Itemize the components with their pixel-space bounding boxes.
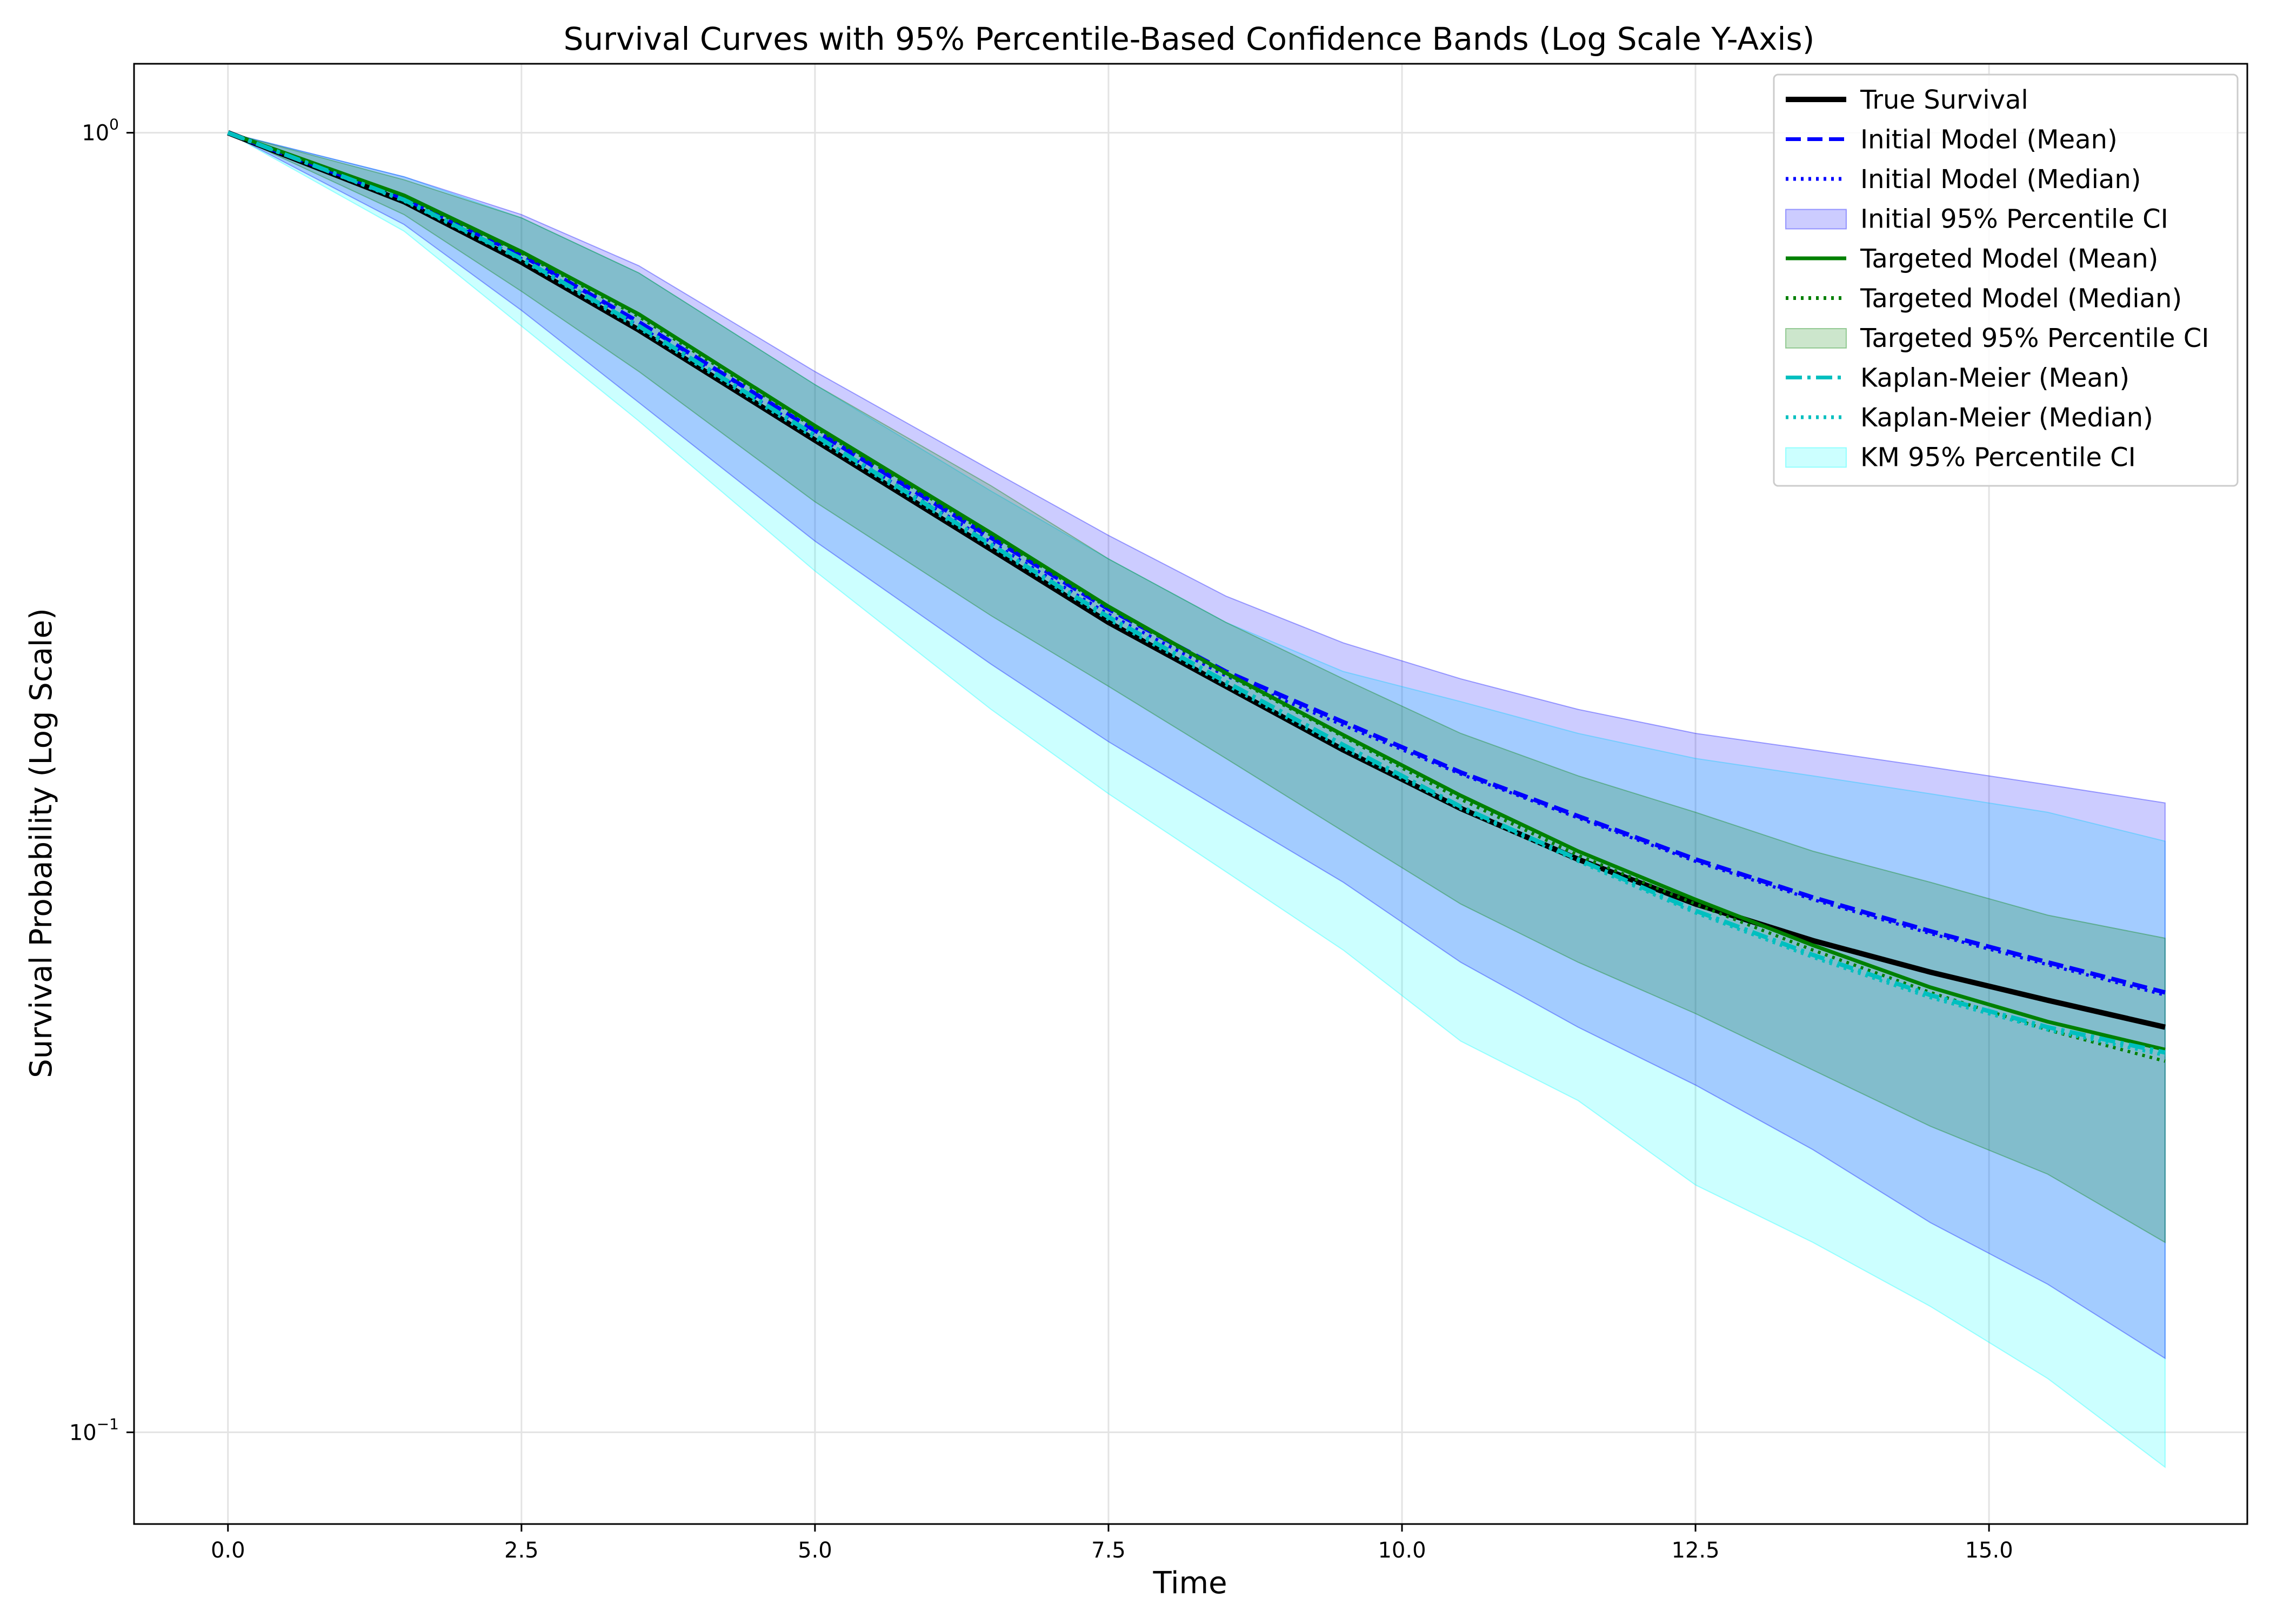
legend-entry-targeted-model-median: Targeted Model (Median) [1786,284,2182,314]
legend-label: Targeted Model (Mean) [1860,244,2158,274]
y-tick-label: 100 [82,116,119,146]
confidence-bands [228,132,2166,1468]
legend-entry-initial-model-median: Initial Model (Median) [1786,164,2141,195]
legend-label: Kaplan-Meier (Mean) [1860,363,2129,393]
y-tick-label: 10−1 [69,1415,119,1445]
legend-entry-targeted-model-mean: Targeted Model (Mean) [1786,244,2158,274]
band-initial-95-percentile-ci [228,132,2166,1360]
x-tick-label: 0.0 [211,1538,245,1563]
series-targeted-model-median [227,131,2166,1063]
legend-label: Targeted Model (Median) [1860,284,2182,314]
series-initial-model-mean [227,130,2166,995]
legend-label: Kaplan-Meier (Median) [1860,403,2153,433]
plot-frame [133,63,2248,1525]
legend-entry-km-95-percentile-ci: KM 95% Percentile CI [1785,443,2136,473]
y-axis-label: Survival Probability (Log Scale) [24,608,59,1078]
legend-label: Targeted 95% Percentile CI [1860,323,2209,353]
series-true-survival [226,130,2166,1030]
series-kaplan-meier-median [227,131,2166,1057]
band-targeted-95-percentile-ci [228,132,2166,1244]
legend-entry-true-survival: True Survival [1786,85,2028,115]
series-kaplan-meier-mean [227,130,2166,1055]
x-tick-label: 10.0 [1378,1538,1426,1563]
legend-entry-initial-model-mean: Initial Model (Mean) [1786,125,2118,155]
legend-label: True Survival [1860,85,2028,115]
x-axis-label: Time [1152,1566,1227,1601]
x-tick-label: 2.5 [504,1538,539,1563]
chart-title: Survival Curves with 95% Percentile-Base… [564,21,1815,57]
legend-entry-initial-95-percentile-ci: Initial 95% Percentile CI [1785,204,2168,235]
x-tick-label: 5.0 [798,1538,832,1563]
legend-entry-targeted-95-percentile-ci: Targeted 95% Percentile CI [1785,323,2209,353]
legend-label: Initial Model (Mean) [1860,125,2118,155]
legend: True Survival Initial Model (Mean) Initial… [1773,73,2239,487]
legend-swatch [1785,447,1847,468]
series-lines [226,130,2166,1063]
axis-ticks: 0.0 2.5 5.0 7.5 10.0 12.5 15.0 100 10−1 [69,116,2013,1563]
legend-label: Initial Model (Median) [1860,164,2141,195]
x-tick-label: 12.5 [1672,1538,1720,1563]
legend-entry-kaplan-meier-median: Kaplan-Meier (Median) [1786,403,2153,433]
band-km-95-percentile-ci [228,132,2166,1468]
legend-label: Initial 95% Percentile CI [1860,204,2168,235]
legend-box [1773,73,2239,487]
x-tick-label: 7.5 [1091,1538,1126,1563]
grid-layer [134,64,2247,1524]
legend-label: KM 95% Percentile CI [1860,443,2136,473]
x-tick-label: 15.0 [1965,1538,2013,1563]
legend-swatch [1785,328,1847,349]
legend-entry-kaplan-meier-mean: Kaplan-Meier (Mean) [1786,363,2129,393]
legend-swatch [1785,209,1847,230]
